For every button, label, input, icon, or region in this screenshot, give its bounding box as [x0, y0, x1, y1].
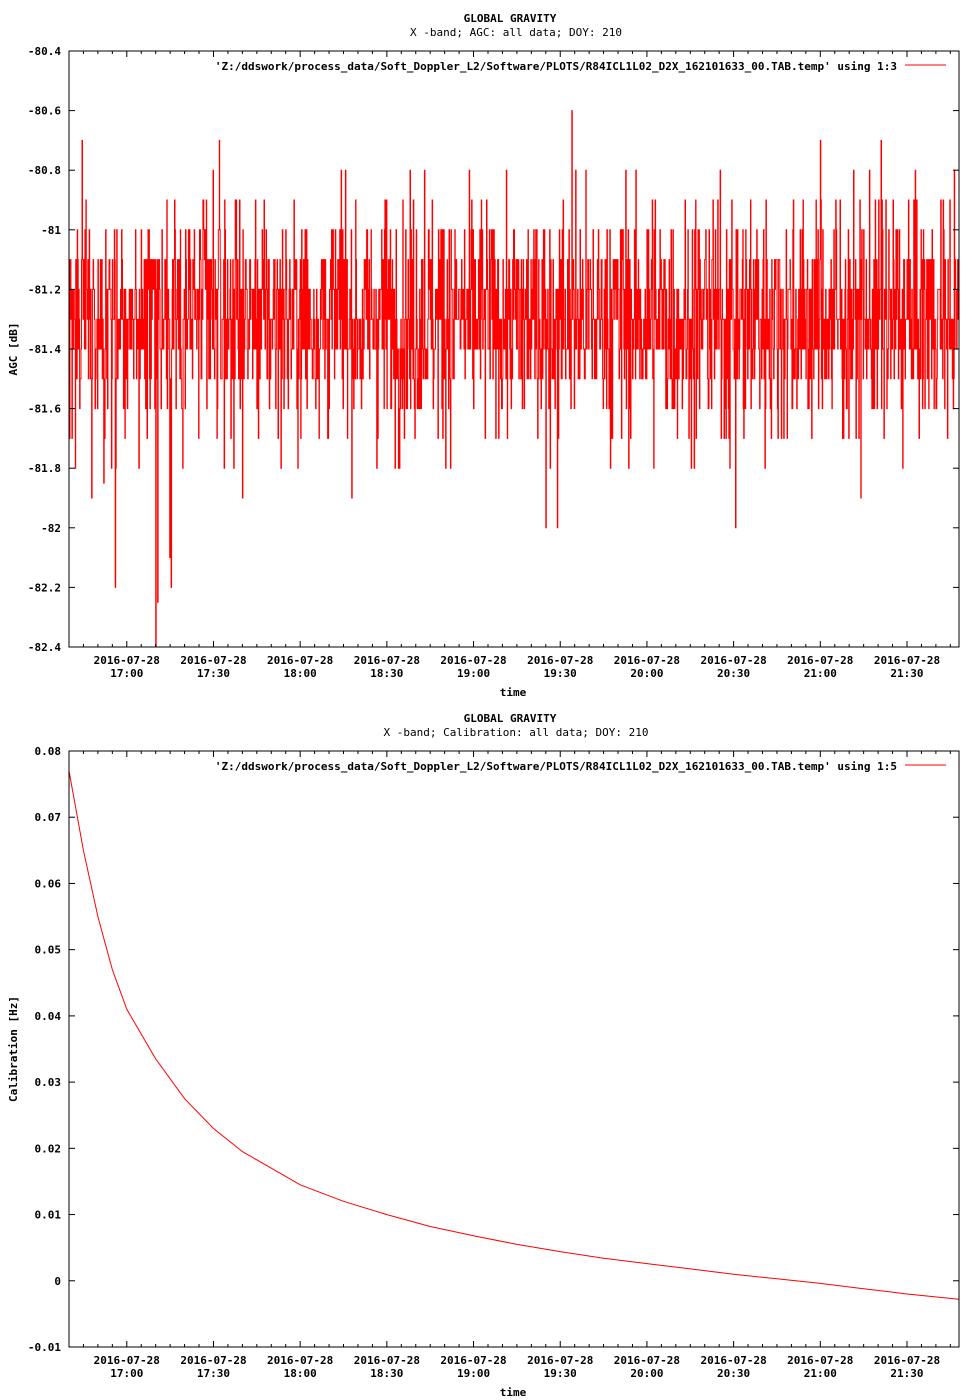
calibration-x-tick-date: 2016-07-28	[94, 1354, 160, 1367]
calibration-x-tick-time: 17:30	[197, 1367, 230, 1380]
calibration-x-tick-time: 21:00	[804, 1367, 837, 1380]
calibration-series	[68, 770, 960, 1300]
calibration-legend: 'Z:/ddswork/process_data/Soft_Doppler_L2…	[215, 760, 946, 773]
agc-x-tick-time: 19:00	[457, 667, 490, 680]
calibration-x-tick-time: 20:30	[717, 1367, 750, 1380]
agc-chart-subtitle: X -band; AGC: all data; DOY: 210	[410, 26, 622, 39]
calibration-x-axis: 2016-07-2817:002016-07-2817:302016-07-28…	[68, 751, 951, 1380]
agc-y-tick-label: -82.2	[28, 581, 61, 594]
calibration-x-tick-date: 2016-07-28	[267, 1354, 333, 1367]
agc-x-tick-date: 2016-07-28	[614, 654, 680, 667]
calibration-x-tick-date: 2016-07-28	[440, 1354, 506, 1367]
calibration-y-tick-label: 0.08	[35, 745, 62, 758]
calibration-x-axis-label: time	[500, 1386, 527, 1399]
calibration-x-tick-time: 19:30	[544, 1367, 577, 1380]
calibration-x-tick-time: 21:30	[890, 1367, 923, 1380]
calibration-y-tick-label: 0.06	[35, 877, 62, 890]
agc-x-tick-date: 2016-07-28	[874, 654, 940, 667]
calibration-y-tick-label: 0.05	[35, 944, 62, 957]
agc-x-tick-date: 2016-07-28	[700, 654, 766, 667]
agc-y-tick-label: -82.4	[28, 641, 61, 654]
calibration-y-axis-label: Calibration [Hz]	[7, 996, 20, 1102]
agc-x-tick-time: 17:00	[110, 667, 143, 680]
calibration-x-tick-date: 2016-07-28	[527, 1354, 593, 1367]
calibration-y-tick-label: -0.01	[28, 1341, 61, 1354]
agc-series-line	[69, 110, 960, 648]
calibration-y-axis: 0.08 0.07 0.06 0.05 0.04 0.03 0.02 0.01 0 -0.01	[28, 745, 959, 1354]
agc-y-tick-label: -80.4	[28, 45, 61, 58]
agc-legend: 'Z:/ddswork/process_data/Soft_Doppler_L2…	[215, 60, 946, 73]
agc-chart: GLOBAL GRAVITY X -band; AGC: all data; D…	[7, 12, 960, 699]
calibration-series-line	[68, 770, 960, 1300]
agc-y-axis: -80.4 -80.6 -80.8 -81 -81.2 -81.4 -81.6 -81.8 -8…	[28, 45, 959, 654]
calibration-y-tick-label: 0	[54, 1275, 61, 1288]
agc-y-tick-label: -81	[41, 224, 61, 237]
agc-x-tick-time: 17:30	[197, 667, 230, 680]
agc-x-tick-date: 2016-07-28	[787, 654, 853, 667]
calibration-x-tick-time: 17:00	[110, 1367, 143, 1380]
agc-x-tick-time: 18:30	[370, 667, 403, 680]
agc-series	[69, 110, 960, 648]
agc-y-tick-label: -80.8	[28, 164, 61, 177]
calibration-chart-subtitle: X -band; Calibration: all data; DOY: 210	[384, 726, 649, 739]
agc-y-axis-label: AGC [dB]	[7, 323, 20, 376]
agc-y-tick-label: -81.6	[28, 403, 61, 416]
calibration-legend-label: 'Z:/ddswork/process_data/Soft_Doppler_L2…	[215, 760, 897, 773]
calibration-x-tick-time: 18:00	[284, 1367, 317, 1380]
calibration-y-tick-label: 0.03	[35, 1076, 62, 1089]
calibration-x-tick-date: 2016-07-28	[700, 1354, 766, 1367]
agc-x-axis: 2016-07-2817:002016-07-2817:302016-07-28…	[68, 51, 951, 680]
calibration-plot-frame	[68, 750, 960, 1348]
calibration-x-tick-date: 2016-07-28	[180, 1354, 246, 1367]
calibration-x-tick-date: 2016-07-28	[354, 1354, 420, 1367]
calibration-plot-area: 0.08 0.07 0.06 0.05 0.04 0.03 0.02 0.01 0 -0.01 2…	[28, 745, 960, 1380]
agc-x-tick-date: 2016-07-28	[440, 654, 506, 667]
agc-y-tick-label: -82	[41, 522, 61, 535]
agc-x-tick-date: 2016-07-28	[527, 654, 593, 667]
agc-x-tick-date: 2016-07-28	[180, 654, 246, 667]
calibration-x-tick-time: 20:00	[630, 1367, 663, 1380]
calibration-x-tick-time: 18:30	[370, 1367, 403, 1380]
agc-y-tick-label: -81.4	[28, 343, 61, 356]
agc-y-tick-label: -81.8	[28, 462, 61, 475]
agc-x-tick-time: 20:30	[717, 667, 750, 680]
calibration-chart: GLOBAL GRAVITY X -band; Calibration: all…	[7, 712, 960, 1399]
agc-x-axis-label: time	[500, 686, 527, 699]
calibration-y-tick-label: 0.01	[35, 1209, 62, 1222]
calibration-y-tick-label: 0.02	[35, 1142, 62, 1155]
agc-x-tick-date: 2016-07-28	[354, 654, 420, 667]
agc-legend-label: 'Z:/ddswork/process_data/Soft_Doppler_L2…	[215, 60, 897, 73]
calibration-y-tick-label: 0.07	[35, 811, 62, 824]
agc-x-tick-date: 2016-07-28	[267, 654, 333, 667]
calibration-x-tick-date: 2016-07-28	[614, 1354, 680, 1367]
calibration-x-tick-date: 2016-07-28	[874, 1354, 940, 1367]
agc-x-tick-time: 20:00	[630, 667, 663, 680]
agc-x-tick-time: 19:30	[544, 667, 577, 680]
calibration-x-tick-date: 2016-07-28	[787, 1354, 853, 1367]
agc-x-tick-time: 18:00	[284, 667, 317, 680]
calibration-y-tick-label: 0.04	[35, 1010, 62, 1023]
calibration-x-tick-time: 19:00	[457, 1367, 490, 1380]
agc-chart-title: GLOBAL GRAVITY	[464, 12, 557, 25]
agc-x-tick-date: 2016-07-28	[94, 654, 160, 667]
agc-plot-area: -80.4 -80.6 -80.8 -81 -81.2 -81.4 -81.6 -81.8 -8…	[28, 45, 960, 680]
agc-y-tick-label: -81.2	[28, 283, 61, 296]
agc-x-tick-time: 21:30	[890, 667, 923, 680]
agc-x-tick-time: 21:00	[804, 667, 837, 680]
agc-y-tick-label: -80.6	[28, 105, 61, 118]
calibration-chart-title: GLOBAL GRAVITY	[464, 712, 557, 725]
